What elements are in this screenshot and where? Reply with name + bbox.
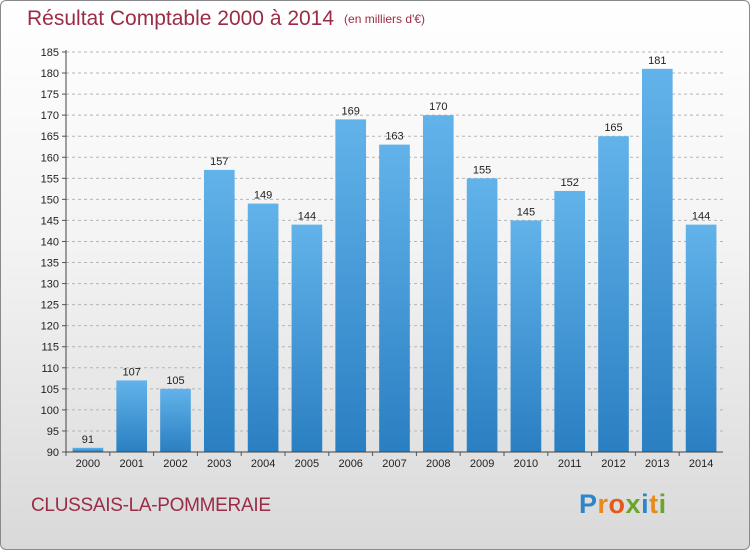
data-label: 181 <box>648 55 666 67</box>
logo-letter: o <box>608 489 626 519</box>
data-label: 157 <box>210 156 228 168</box>
data-label: 163 <box>385 131 403 143</box>
data-label: 145 <box>517 206 535 218</box>
y-tick-label: 170 <box>41 110 59 122</box>
x-tick-label: 2007 <box>382 458 406 470</box>
bars <box>72 68 717 453</box>
logo-letter: x <box>625 489 642 519</box>
chart-title: Résultat Comptable 2000 à 2014 (en millie… <box>27 7 425 31</box>
bar <box>203 169 235 453</box>
bar <box>247 203 279 452</box>
x-tick-label: 2014 <box>689 458 713 470</box>
x-tick-label: 2004 <box>251 458 275 470</box>
y-tick-label: 165 <box>41 131 59 143</box>
data-label: 155 <box>473 164 491 176</box>
y-tick-label: 155 <box>41 173 59 185</box>
y-tick-label: 180 <box>41 68 59 80</box>
x-tick-label: 2013 <box>645 458 669 470</box>
bar <box>598 136 629 453</box>
axes <box>62 50 723 456</box>
bar <box>72 447 104 452</box>
x-tick-label: 2003 <box>207 458 231 470</box>
y-tick-label: 135 <box>41 258 59 270</box>
y-tick-label: 130 <box>41 279 59 291</box>
chart-title-text: Résultat Comptable 2000 à 2014 <box>27 7 335 30</box>
logo-letter: i <box>641 489 650 519</box>
y-tick-label: 125 <box>41 300 59 312</box>
y-tick-label: 110 <box>41 363 59 375</box>
y-tick-label: 145 <box>41 215 59 227</box>
bar <box>291 224 323 452</box>
data-label: 169 <box>342 105 360 117</box>
proxiti-logo: Proxiti <box>579 489 667 520</box>
x-tick-label: 2002 <box>163 458 187 470</box>
x-tick-label: 2010 <box>514 458 538 470</box>
y-tick-label: 150 <box>41 194 59 206</box>
data-label: 170 <box>429 101 447 113</box>
bar <box>160 388 191 452</box>
bar <box>510 220 542 452</box>
x-tick-label: 2000 <box>76 458 100 470</box>
data-label: 144 <box>298 211 316 223</box>
bar <box>554 190 586 452</box>
logo-letter: r <box>597 489 609 519</box>
data-label: 165 <box>604 122 622 134</box>
x-tick-label: 2009 <box>470 458 494 470</box>
y-tick-label: 105 <box>41 384 59 396</box>
labels: 90 95 100 105 110 115 120 125 130 135 140 145 150 155… <box>41 47 714 470</box>
x-tick-label: 2011 <box>558 458 582 470</box>
data-label: 91 <box>82 434 94 446</box>
data-label: 144 <box>692 211 710 223</box>
y-tick-label: 100 <box>41 405 59 417</box>
x-tick-label: 2008 <box>426 458 450 470</box>
bar <box>116 380 148 452</box>
x-tick-label: 2006 <box>338 458 362 470</box>
data-label: 105 <box>166 375 184 387</box>
x-tick-label: 2005 <box>295 458 319 470</box>
data-label: 107 <box>123 366 141 378</box>
logo-letter: P <box>579 489 598 519</box>
logo-letter: t <box>649 489 659 519</box>
logo-letter: i <box>658 489 667 519</box>
y-tick-label: 90 <box>47 447 59 459</box>
y-tick-label: 120 <box>41 321 59 333</box>
bar <box>466 178 498 452</box>
y-tick-label: 140 <box>41 236 59 248</box>
y-tick-label: 185 <box>41 47 59 59</box>
x-tick-label: 2001 <box>119 458 143 470</box>
bar <box>641 68 673 452</box>
y-tick-label: 95 <box>47 426 59 438</box>
data-label: 149 <box>254 190 272 202</box>
y-tick-label: 175 <box>41 89 59 101</box>
y-tick-label: 160 <box>41 152 59 164</box>
chart-unit: (en milliers d'€) <box>344 12 426 26</box>
city-name: CLUSSAIS-LA-POMMERAIE <box>31 495 271 516</box>
data-label: 152 <box>561 177 579 189</box>
bar <box>685 224 717 452</box>
x-tick-label: 2012 <box>601 458 625 470</box>
bar <box>335 119 367 453</box>
bar <box>379 144 410 452</box>
y-tick-label: 115 <box>41 342 59 354</box>
bar <box>422 115 454 452</box>
